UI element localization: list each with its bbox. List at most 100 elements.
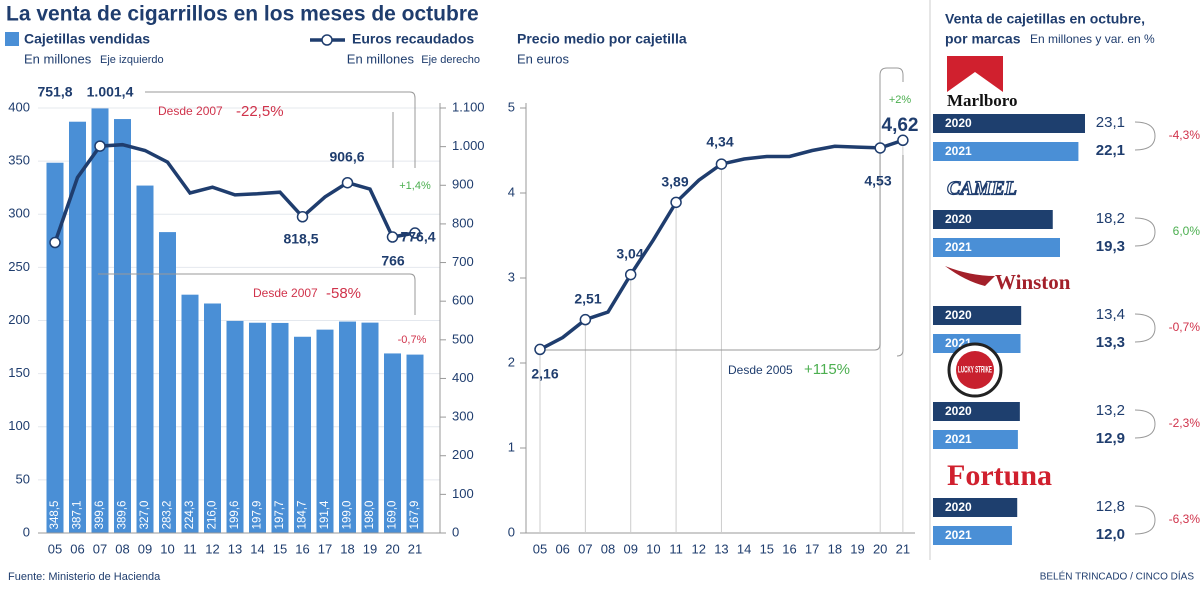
y-tick-label: 1 xyxy=(508,439,515,454)
y2-tick-label: 900 xyxy=(452,177,474,192)
bar-value-label: 198,0 xyxy=(364,501,376,530)
bar xyxy=(316,329,334,533)
x-tick-label: 06 xyxy=(70,541,84,556)
brand-logo: CAMEL xyxy=(947,178,1017,200)
legend-point xyxy=(321,34,333,46)
brand-logo: Fortuna xyxy=(947,459,1052,492)
point xyxy=(897,134,909,147)
point xyxy=(49,236,61,249)
bar xyxy=(339,321,356,533)
annotation-label: Desde 2007 xyxy=(253,286,318,300)
point-label: 4,34 xyxy=(706,134,733,150)
bar-value-label: 197,9 xyxy=(252,501,264,530)
bar xyxy=(204,303,221,533)
annotation-change: +115% xyxy=(804,361,850,378)
y-tick-label: 50 xyxy=(16,471,30,486)
point-label: 2,51 xyxy=(574,291,601,307)
y2-tick-label: 100 xyxy=(452,486,474,501)
y-tick-label: 150 xyxy=(8,365,30,380)
legend-unit: En millones xyxy=(347,51,415,66)
annotation-change: +1,4% xyxy=(399,180,431,192)
change-label: -2,3% xyxy=(1169,416,1200,430)
brand-logo: LUCKY STRIKE xyxy=(958,364,992,374)
logo-eagle xyxy=(945,266,995,286)
x-tick-label: 11 xyxy=(183,541,197,556)
bar-value-label: 13,3 xyxy=(1096,334,1125,351)
x-tick-label: 06 xyxy=(555,541,569,556)
y2-tick-label: 300 xyxy=(452,409,474,424)
x-tick-label: 14 xyxy=(737,541,751,556)
point-label: 3,04 xyxy=(616,246,643,262)
x-tick-label: 12 xyxy=(205,541,219,556)
brand-logo: Marlboro xyxy=(947,91,1018,110)
x-tick-label: 16 xyxy=(782,541,796,556)
bar xyxy=(249,322,266,533)
x-tick-label: 18 xyxy=(828,541,842,556)
bar-value-label: 184,7 xyxy=(297,501,309,530)
change-arrow xyxy=(1134,313,1156,343)
annotation-label: Desde 2005 xyxy=(728,363,793,377)
bar-value-label: 199,6 xyxy=(229,501,241,530)
x-tick-label: 20 xyxy=(873,541,887,556)
point xyxy=(296,211,309,223)
y-tick-label: 0 xyxy=(23,524,30,539)
x-tick-label: 15 xyxy=(273,541,287,556)
annotation-change: +2% xyxy=(889,94,912,106)
guide xyxy=(145,91,416,168)
bar xyxy=(159,232,176,533)
y-tick-label: 400 xyxy=(8,99,30,114)
x-tick-label: 16 xyxy=(295,541,309,556)
change-label: -0,7% xyxy=(1169,320,1200,334)
x-tick-label: 05 xyxy=(48,541,62,556)
y2-tick-label: 500 xyxy=(452,331,474,346)
bar-value-label: 399,6 xyxy=(94,501,106,530)
x-tick-label: 08 xyxy=(115,541,129,556)
x-tick-label: 15 xyxy=(760,541,774,556)
point-label: 776,4 xyxy=(400,229,435,245)
x-tick-label: 07 xyxy=(578,541,592,556)
bar xyxy=(136,185,154,533)
x-tick-label: 14 xyxy=(250,541,264,556)
logo-disc xyxy=(956,351,994,389)
x-tick-label: 17 xyxy=(318,541,332,556)
annotation-label: Desde 2007 xyxy=(158,104,223,118)
bar xyxy=(933,114,1085,133)
bar-series-label: 2020 xyxy=(945,404,972,418)
bar-value-label: 199,0 xyxy=(342,501,354,530)
point xyxy=(715,158,728,170)
guide xyxy=(98,273,416,315)
y-tick-label: 2 xyxy=(508,354,515,369)
chart-subtitle: En euros xyxy=(517,51,570,66)
change-arrow xyxy=(1134,409,1156,439)
bar-series-label: 2020 xyxy=(945,308,972,322)
bar-series-label: 2021 xyxy=(945,240,972,254)
point-label: 766 xyxy=(381,253,405,269)
change-arrow xyxy=(1134,121,1156,151)
x-tick-label: 09 xyxy=(623,541,637,556)
bar-value-label: 22,1 xyxy=(1096,142,1125,159)
bar xyxy=(69,121,86,534)
x-tick-label: 19 xyxy=(363,541,377,556)
annotation-change: -22,5% xyxy=(236,103,284,120)
chart-title: Precio medio por cajetilla xyxy=(517,31,687,47)
bar xyxy=(271,322,289,533)
point xyxy=(579,313,592,326)
legend-note: Eje izquierdo xyxy=(100,54,164,66)
point xyxy=(874,142,886,154)
bar-series-label: 2020 xyxy=(945,116,972,130)
x-tick-label: 11 xyxy=(669,541,683,556)
bar-value-label: 389,6 xyxy=(117,501,129,530)
y2-tick-label: 0 xyxy=(452,524,459,539)
bar xyxy=(181,294,199,533)
bar-value-label: 197,7 xyxy=(274,501,286,530)
change-label: -6,3% xyxy=(1169,512,1200,526)
bar-value-label: 191,4 xyxy=(319,500,331,529)
y2-tick-label: 400 xyxy=(452,370,474,385)
point xyxy=(94,140,106,152)
legend-swatch xyxy=(5,32,19,46)
bar xyxy=(226,320,244,533)
change-arrow xyxy=(1134,505,1156,535)
point-label: 1.001,4 xyxy=(87,84,134,100)
annotation-change: -0,7% xyxy=(398,334,427,346)
